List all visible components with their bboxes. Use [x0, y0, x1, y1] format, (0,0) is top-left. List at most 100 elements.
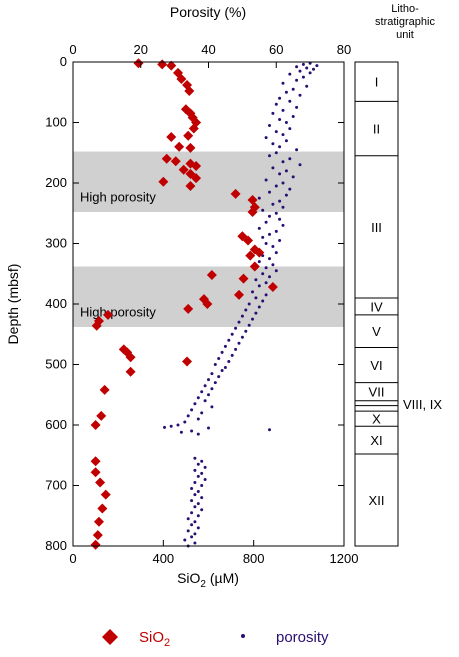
- porosity-point: [186, 529, 190, 533]
- porosity-point: [284, 169, 288, 173]
- porosity-point: [251, 290, 254, 294]
- porosity-point: [312, 67, 315, 71]
- x-bottom-tick-label: 0: [69, 551, 76, 566]
- porosity-point: [207, 426, 210, 430]
- sio2-point: [90, 420, 101, 430]
- porosity-point: [210, 387, 214, 391]
- sio2-point: [103, 309, 114, 320]
- porosity-point: [288, 187, 292, 191]
- porosity-point: [254, 311, 258, 315]
- y-tick-label: 300: [45, 236, 67, 251]
- porosity-point: [268, 124, 271, 127]
- litho-title-line-1: Litho-: [391, 3, 419, 15]
- porosity-point: [190, 511, 194, 515]
- y-tick-label: 400: [45, 296, 67, 311]
- porosity-point: [291, 115, 295, 118]
- porosity-point: [278, 239, 282, 242]
- porosity-point: [264, 136, 268, 140]
- porosity-point: [305, 66, 309, 70]
- porosity-point: [203, 478, 207, 481]
- porosity-point: [264, 266, 268, 270]
- litho-unit-label: II: [373, 122, 380, 137]
- x-bottom-tick-label: 1200: [330, 551, 359, 566]
- porosity-point: [271, 202, 275, 206]
- porosity-point: [295, 65, 299, 69]
- porosity-point: [193, 541, 197, 545]
- porosity-point: [284, 121, 288, 124]
- porosity-point: [190, 523, 194, 527]
- sio2-point: [158, 176, 169, 187]
- porosity-point: [268, 257, 271, 261]
- porosity-point: [223, 366, 227, 369]
- porosity-point: [295, 105, 299, 109]
- porosity-point: [295, 78, 299, 82]
- sio2-point: [182, 356, 193, 367]
- porosity-point: [257, 196, 261, 200]
- legend: SiO2 porosity: [102, 629, 329, 649]
- porosity-point: [271, 111, 275, 115]
- porosity-point: [217, 357, 221, 360]
- porosity-point: [200, 459, 204, 463]
- y-tick-label: 0: [60, 54, 67, 69]
- porosity-point: [284, 193, 288, 197]
- legend-item-sio2: SiO2: [102, 629, 170, 649]
- litho-unit-label: V: [372, 324, 381, 339]
- sio2-point: [91, 320, 102, 331]
- porosity-point: [203, 465, 207, 469]
- porosity-point: [244, 308, 248, 312]
- porosity-point: [196, 490, 200, 493]
- porosity-point: [295, 148, 299, 152]
- porosity-point: [261, 235, 265, 239]
- porosity-point: [227, 338, 231, 342]
- sio2-point: [191, 173, 202, 184]
- sio2-point: [157, 59, 168, 70]
- porosity-point: [264, 220, 268, 224]
- porosity-point: [193, 493, 197, 497]
- sio2-point: [230, 188, 241, 199]
- porosity-point: [213, 363, 217, 366]
- sio2-point: [233, 289, 244, 300]
- sio2-point: [93, 516, 104, 527]
- porosity-point: [196, 432, 200, 436]
- legend-porosity-marker: [241, 634, 245, 638]
- porosity-point: [240, 335, 244, 339]
- porosity-point: [274, 229, 278, 233]
- porosity-point: [237, 320, 241, 324]
- sio2-point: [247, 194, 258, 205]
- legend-porosity-label: porosity: [276, 629, 329, 646]
- sio2-point: [247, 207, 258, 218]
- porosity-point: [196, 502, 200, 506]
- porosity-point: [193, 481, 197, 484]
- porosity-point: [281, 223, 285, 227]
- porosity-point: [278, 118, 282, 121]
- porosity-point: [281, 205, 285, 209]
- legend-sio2-label-sub: 2: [164, 637, 170, 649]
- porosity-point: [298, 69, 302, 73]
- litho-unit-label: IV: [370, 299, 383, 314]
- porosity-point: [207, 393, 210, 397]
- porosity-point: [261, 299, 265, 303]
- porosity-point: [176, 423, 180, 427]
- porosity-point: [268, 275, 271, 279]
- porosity-point: [190, 535, 194, 539]
- porosity-point: [305, 84, 309, 88]
- porosity-point: [193, 456, 197, 460]
- sio2-point: [166, 132, 177, 143]
- porosity-point: [196, 526, 200, 530]
- porosity-point: [261, 272, 265, 276]
- sio2-point: [188, 123, 199, 134]
- porosity-point: [278, 96, 282, 100]
- legend-sio2-label-main: SiO: [139, 629, 164, 646]
- porosity-point: [169, 424, 173, 428]
- porosity-point: [254, 296, 258, 300]
- porosity-point: [291, 175, 295, 179]
- bottom-axis-title-sub: 2: [200, 579, 206, 590]
- porosity-point: [281, 181, 285, 185]
- porosity-point: [274, 151, 278, 155]
- porosity-point: [288, 99, 292, 103]
- porosity-point: [223, 344, 227, 348]
- porosity-point: [281, 108, 285, 112]
- porosity-point: [261, 208, 265, 212]
- porosity-point: [257, 226, 261, 230]
